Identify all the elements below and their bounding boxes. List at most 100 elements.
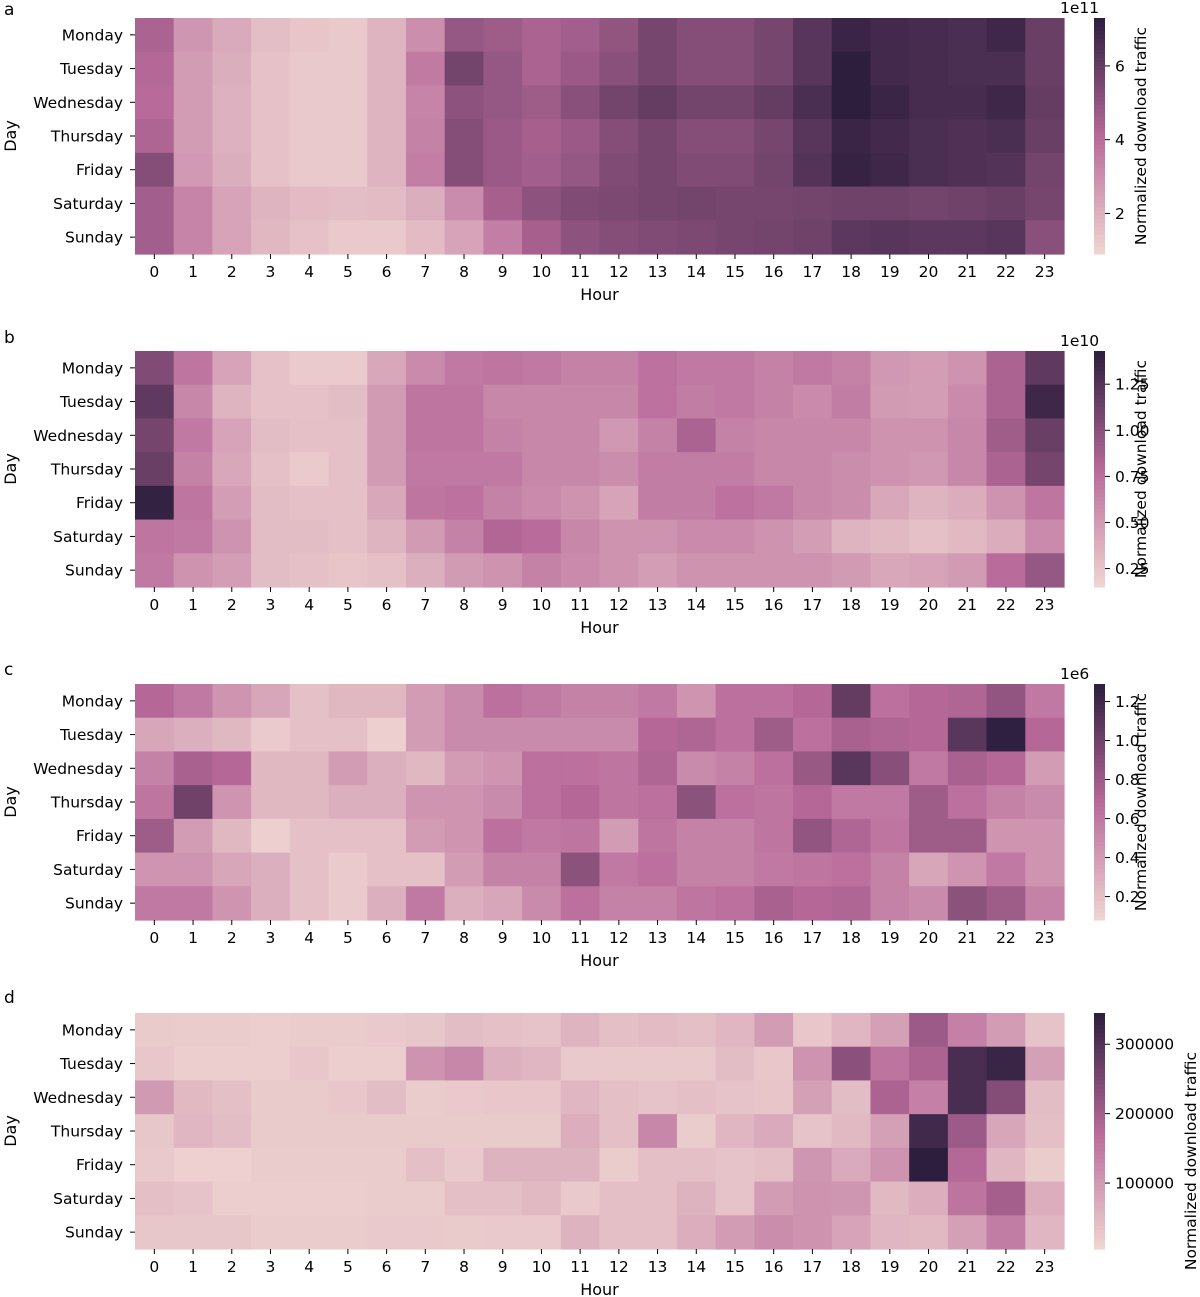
x-tick-label: 7 (420, 596, 430, 614)
y-tick-label: Tuesday (59, 726, 123, 744)
heatmap-cell (870, 418, 910, 453)
colorbar-segment (1094, 406, 1105, 411)
heatmap-cell (251, 85, 291, 120)
heatmap-cell (483, 684, 523, 719)
heatmap-cell (405, 1181, 446, 1216)
heatmap-cell (754, 1147, 794, 1183)
colorbar-exponent: 1e6 (1060, 665, 1089, 683)
colorbar-segment (1094, 417, 1105, 423)
heatmap-cell (289, 818, 330, 854)
heatmap-cell (405, 418, 446, 453)
heatmap-cell (251, 1046, 291, 1082)
heatmap-cell (560, 1013, 601, 1048)
heatmap-cell (986, 1046, 1026, 1082)
heatmap-cell (405, 1046, 446, 1082)
colorbar-tick-label: 1.00 (1115, 422, 1150, 440)
heatmap-cell (212, 852, 252, 887)
heatmap-cell (212, 751, 252, 786)
heatmap-cell (560, 186, 601, 221)
x-tick-label: 17 (803, 1258, 823, 1276)
heatmap-cell (444, 1181, 484, 1216)
heatmap-cell (715, 785, 755, 820)
heatmap-cell (483, 1181, 523, 1216)
heatmap-cell (289, 1114, 330, 1149)
colorbar-segment (1094, 457, 1105, 462)
panel-letter: a (4, 0, 14, 20)
heatmap-cell (212, 717, 252, 753)
colorbar-segment (1094, 84, 1105, 90)
x-tick-label: 23 (1035, 596, 1055, 614)
heatmap-cell (328, 1147, 368, 1183)
colorbar-segment (1094, 488, 1105, 494)
heatmap-cell (947, 220, 988, 255)
heatmap-cell (870, 1046, 910, 1082)
heatmap-cell (676, 886, 717, 921)
heatmap-cell (947, 18, 988, 53)
colorbar-segment (1094, 242, 1105, 247)
colorbar-tick-label: 4 (1115, 131, 1125, 149)
x-tick-label: 12 (609, 1258, 629, 1276)
colorbar-segment (1094, 1221, 1105, 1226)
heatmap-cell (754, 220, 794, 255)
heatmap-cell (831, 818, 872, 854)
heatmap-cell (483, 51, 523, 87)
heatmap-cell (1025, 818, 1065, 854)
colorbar-segment (1094, 77, 1105, 82)
x-tick-label: 22 (996, 263, 1016, 281)
x-tick-label: 19 (880, 1258, 900, 1276)
heatmap-cell (831, 119, 872, 154)
heatmap-cell (405, 553, 446, 588)
heatmap-cell (638, 186, 678, 221)
x-tick-label: 1 (188, 929, 198, 947)
colorbar-segment (1094, 805, 1105, 811)
heatmap-cell (135, 485, 175, 521)
heatmap-cell (1025, 1046, 1065, 1082)
heatmap-cell (676, 1114, 717, 1149)
x-tick-label: 23 (1035, 263, 1055, 281)
heatmap-cell (328, 51, 368, 87)
heatmap-cell (560, 1215, 601, 1250)
colorbar-segment (1094, 1237, 1105, 1242)
heatmap-cell (173, 852, 214, 887)
heatmap-cell (212, 485, 252, 521)
heatmap-cell (289, 553, 330, 588)
heatmap-cell (793, 186, 833, 221)
x-tick-label: 8 (459, 596, 469, 614)
heatmap-cell (831, 852, 872, 887)
heatmap-cell (135, 186, 175, 221)
heatmap-cell (793, 519, 833, 554)
x-tick-label: 16 (764, 1258, 784, 1276)
colorbar-segment (1094, 912, 1105, 917)
heatmap-cell (251, 220, 291, 255)
heatmap-cell (173, 1114, 214, 1149)
heatmap-cell (135, 1046, 175, 1082)
heatmap-cell (831, 418, 872, 453)
heatmap-cell (251, 1013, 291, 1048)
colorbar-segment (1094, 163, 1105, 169)
heatmap-cell (870, 351, 910, 386)
colorbar-segment (1094, 143, 1105, 149)
heatmap-cell (909, 1215, 949, 1250)
heatmap-cell (367, 85, 407, 120)
heatmap-cell (1025, 418, 1065, 453)
heatmap-cell (483, 1046, 523, 1082)
x-tick-label: 6 (382, 263, 392, 281)
heatmap-cell (522, 751, 562, 786)
colorbar-segment (1094, 1087, 1105, 1093)
heatmap-cell (135, 1181, 175, 1216)
heatmap-cell (793, 1215, 833, 1250)
heatmap-cell (173, 1013, 214, 1048)
colorbar-tick-label: 300000 (1115, 1036, 1174, 1054)
heatmap-cell (1025, 485, 1065, 521)
heatmap-cell (947, 384, 988, 420)
heatmap-cell (522, 152, 562, 188)
colorbar-segment (1094, 1138, 1105, 1144)
heatmap-cell (328, 519, 368, 554)
heatmap-cell (328, 1114, 368, 1149)
heatmap-cell (715, 1215, 755, 1250)
colorbar-segment (1094, 445, 1105, 450)
heatmap-cell (560, 684, 601, 719)
heatmap-cell (599, 1147, 639, 1183)
heatmap-cell (715, 1147, 755, 1183)
heatmap-cell (638, 785, 678, 820)
